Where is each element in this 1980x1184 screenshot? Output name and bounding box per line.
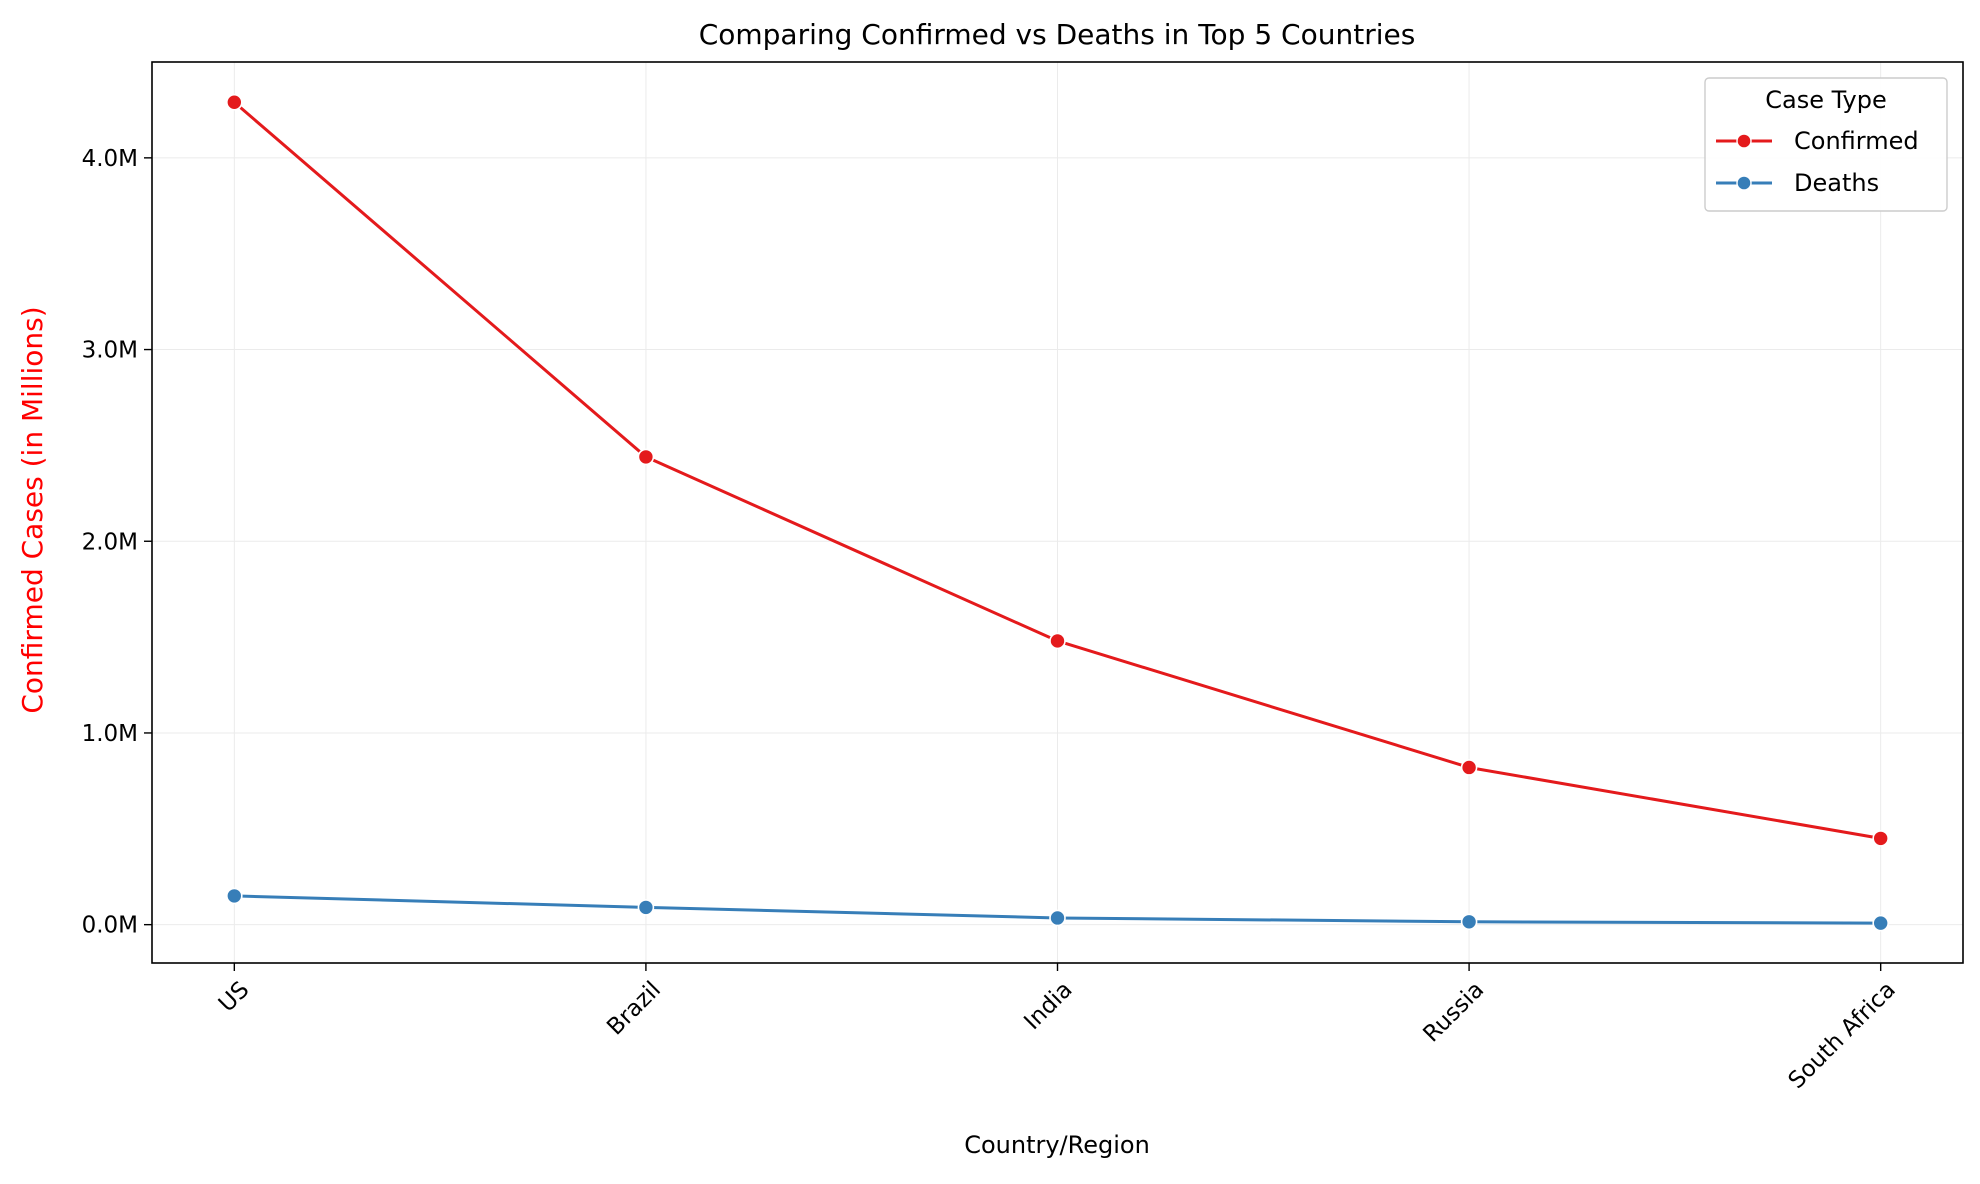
legend-marker-deaths	[1736, 175, 1752, 191]
legend-items: Confirmed Deaths	[1716, 127, 1919, 197]
data-point-deaths	[226, 887, 243, 905]
legend-box	[1704, 77, 1948, 212]
data-point-deaths	[1872, 914, 1889, 932]
y-tick-label: 1.0M	[82, 721, 138, 747]
chart-title: Comparing Confirmed vs Deaths in Top 5 C…	[699, 18, 1416, 51]
series-points	[226, 93, 1889, 932]
legend-marker-confirmed	[1736, 133, 1752, 149]
data-point-confirmed	[637, 448, 655, 466]
y-tick-label: 4.0M	[82, 146, 138, 172]
legend-label-confirmed: Confirmed	[1794, 127, 1919, 155]
y-tick-label: 3.0M	[82, 338, 138, 364]
data-point-confirmed	[1049, 632, 1066, 650]
x-axis-label: Country/Region	[964, 1131, 1150, 1159]
data-point-deaths	[1460, 913, 1478, 931]
y-tick-label: 0.0M	[82, 913, 138, 939]
legend-label-deaths: Deaths	[1794, 169, 1879, 197]
legend-title: Case Type	[1765, 86, 1887, 114]
data-point-deaths	[637, 899, 655, 916]
y-tick-label: 2.0M	[82, 529, 138, 555]
data-point-confirmed	[226, 93, 243, 111]
data-point-confirmed	[1872, 830, 1889, 847]
data-point-deaths	[1049, 909, 1066, 927]
legend: Case Type Confirmed Deaths	[1704, 77, 1948, 212]
data-point-confirmed	[1460, 759, 1478, 776]
y-axis-label: Confirmed Cases (in Millions)	[16, 306, 49, 713]
